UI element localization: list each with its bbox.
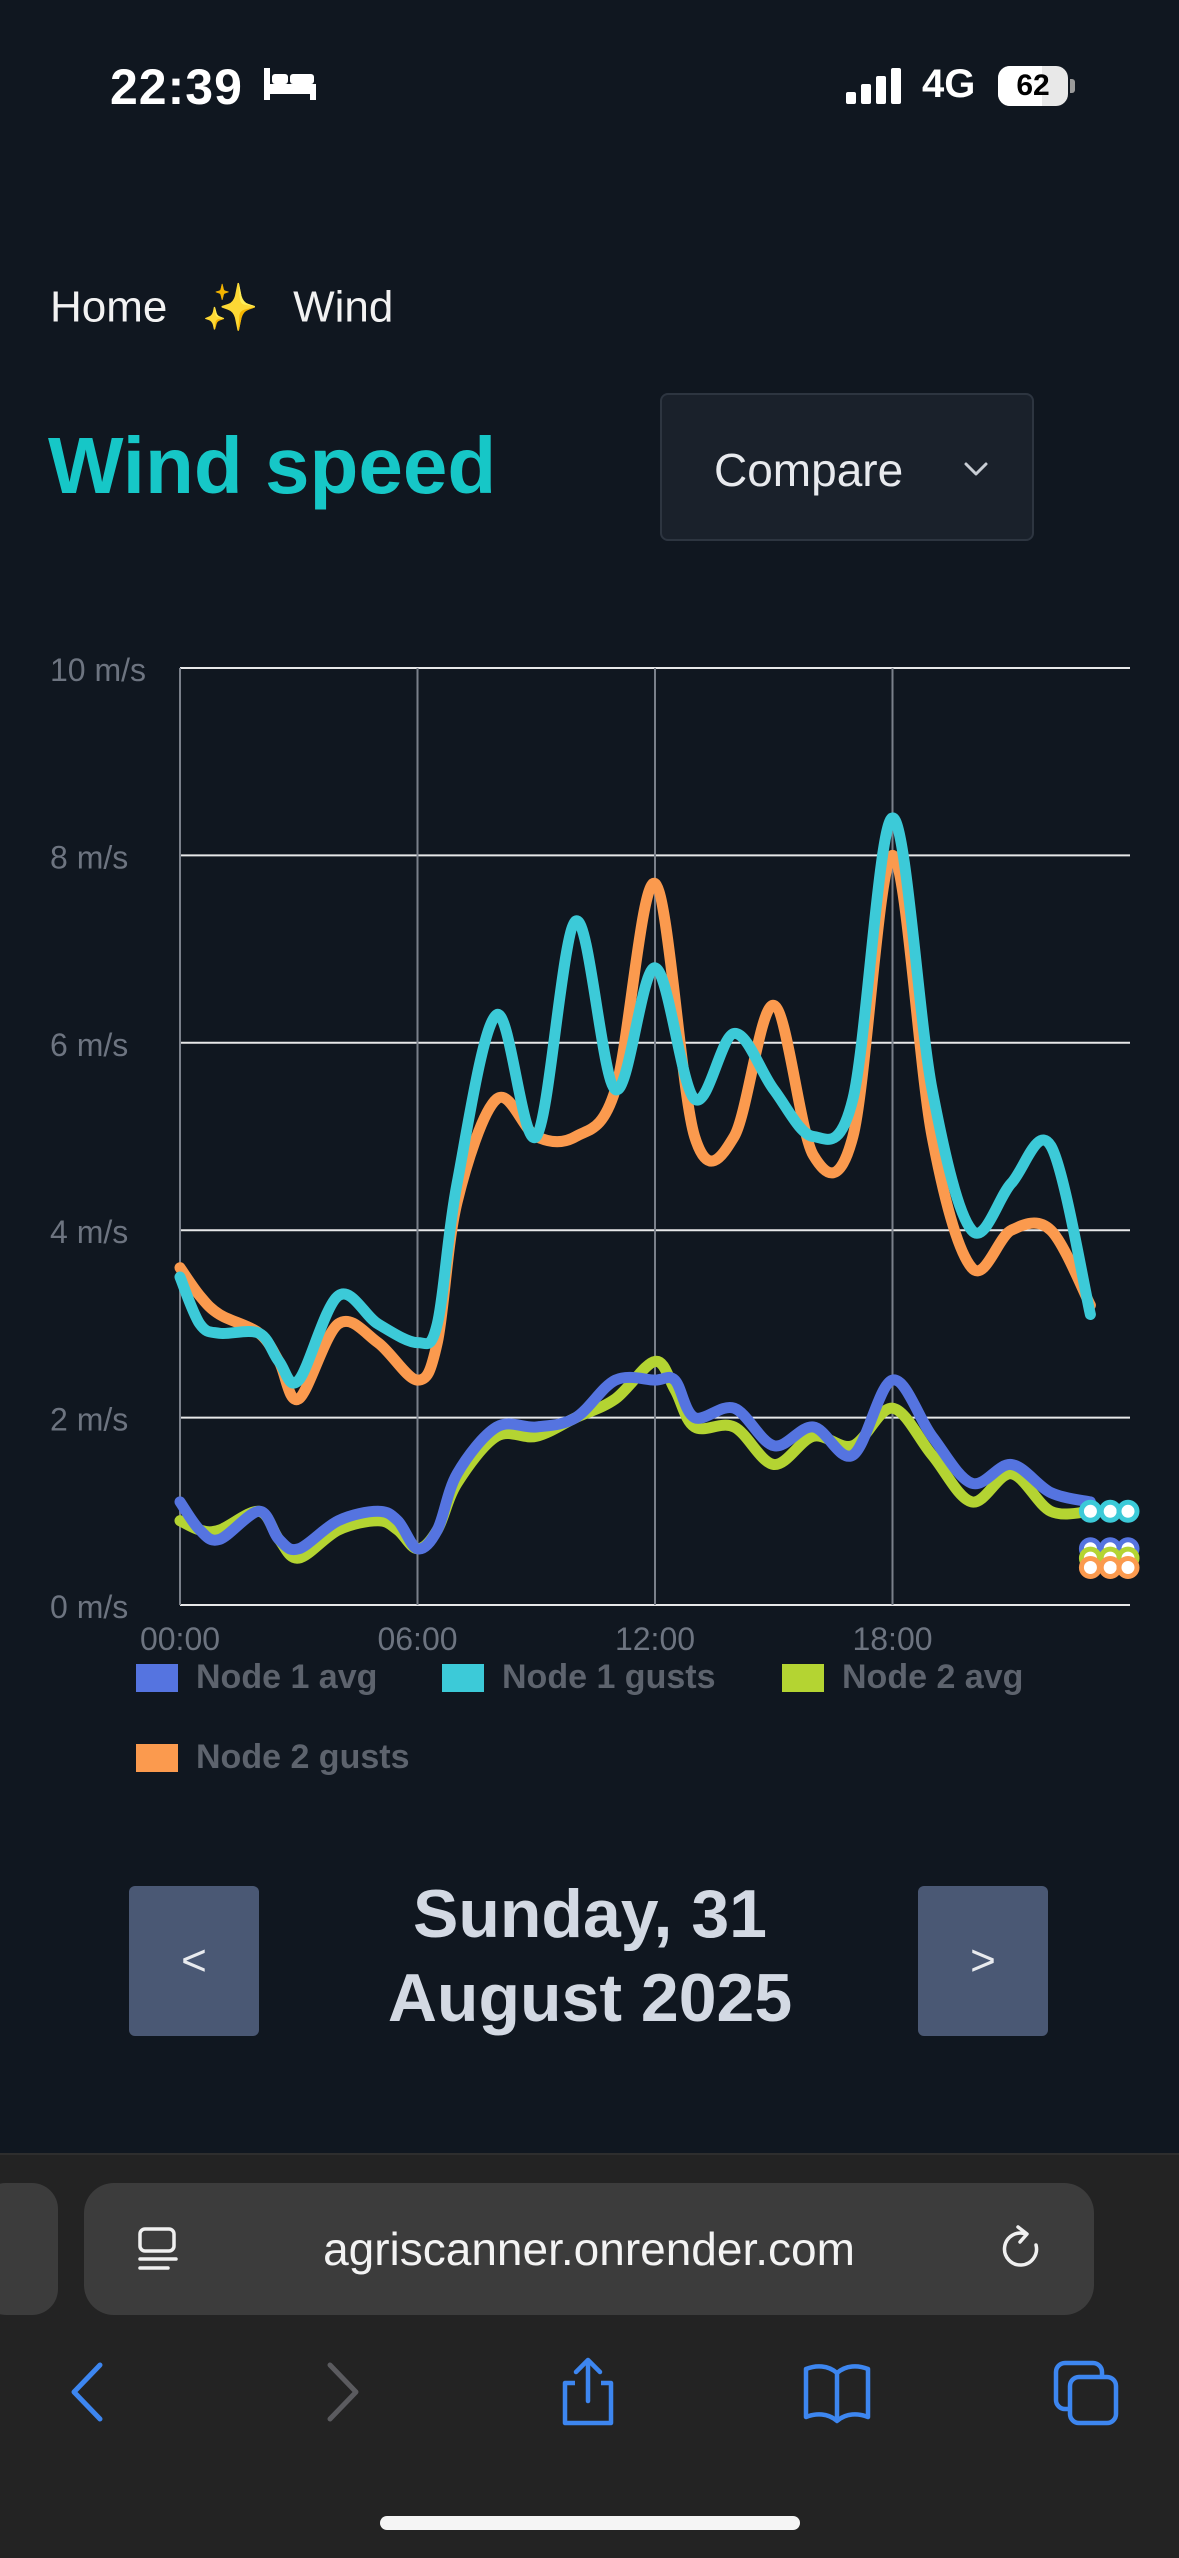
- bed-icon: [264, 68, 316, 100]
- y-tick-label: 6 m/s: [50, 1027, 128, 1063]
- battery-level: 62: [1016, 69, 1050, 102]
- network-type: 4G: [922, 62, 976, 106]
- legend-swatch: [136, 1744, 178, 1772]
- breadcrumb-home[interactable]: Home: [50, 282, 168, 332]
- chevron-down-icon: [964, 462, 988, 476]
- compare-label: Compare: [714, 444, 904, 496]
- series-line-node-1-gusts: [174, 812, 1096, 1389]
- prev-day-button[interactable]: <: [129, 1886, 259, 2036]
- y-tick-label: 10 m/s: [50, 652, 146, 688]
- y-tick-label: 8 m/s: [50, 839, 128, 875]
- x-tick-label: 18:00: [852, 1621, 932, 1657]
- sparkles-icon: ✨: [201, 281, 259, 333]
- y-tick-label: 0 m/s: [50, 1589, 128, 1625]
- page-title: Wind speed: [48, 421, 497, 510]
- back-icon[interactable]: [52, 2355, 122, 2429]
- address-bar[interactable]: agriscanner.onrender.com: [84, 2183, 1094, 2315]
- legend-swatch: [442, 1664, 484, 1692]
- home-indicator: [380, 2516, 800, 2530]
- end-marker-point: [1078, 1499, 1102, 1523]
- previous-tab[interactable]: [0, 2183, 58, 2315]
- status-time: 22:39: [110, 59, 243, 115]
- compare-dropdown[interactable]: Compare: [660, 393, 1034, 541]
- y-tick-label: 4 m/s: [50, 1214, 128, 1250]
- legend-swatch: [136, 1664, 178, 1692]
- bookmarks-icon[interactable]: [802, 2355, 872, 2429]
- signal-icon: [846, 68, 901, 104]
- share-icon[interactable]: [553, 2355, 623, 2429]
- tabs-icon[interactable]: [1052, 2355, 1122, 2429]
- date-line-2: August 2025: [387, 1960, 793, 2036]
- x-tick-label: 00:00: [140, 1621, 220, 1657]
- wind-speed-chart: 0 m/s 2 m/s 4 m/s 6 m/s 8 m/s 10 m/s 00:00 06:0…: [50, 652, 1140, 1776]
- x-tick-label: 12:00: [615, 1621, 695, 1657]
- reader-icon[interactable]: [132, 2223, 184, 2275]
- end-marker-point: [1116, 1499, 1140, 1523]
- reload-icon[interactable]: [996, 2223, 1048, 2275]
- browser-toolbar: agriscanner.onrender.com: [0, 2153, 1179, 2558]
- url-text: agriscanner.onrender.com: [323, 2223, 855, 2275]
- legend-label: Node 2 gusts: [196, 1738, 409, 1776]
- x-tick-label: 06:00: [377, 1621, 457, 1657]
- breadcrumb-current: Wind: [293, 282, 394, 332]
- next-day-button[interactable]: >: [918, 1886, 1048, 2036]
- end-marker-point: [1116, 1556, 1140, 1580]
- breadcrumb: Home ✨ Wind: [50, 280, 393, 335]
- legend-label: Node 1 avg: [196, 1658, 377, 1696]
- y-tick-label: 2 m/s: [50, 1402, 128, 1438]
- legend-swatch: [782, 1664, 824, 1692]
- forward-icon[interactable]: [308, 2355, 378, 2429]
- status-bar: 22:39 4G 62: [0, 0, 1179, 150]
- series-line-node-2-gusts: [174, 849, 1096, 1406]
- current-date: Sunday, 31 August 2025: [300, 1872, 880, 2040]
- legend-label: Node 2 avg: [842, 1658, 1023, 1696]
- legend-label: Node 1 gusts: [502, 1658, 715, 1696]
- date-line-1: Sunday, 31: [413, 1876, 767, 1952]
- end-marker-point: [1078, 1556, 1102, 1580]
- series-line-node-1-avg: [174, 1371, 1096, 1556]
- battery-icon: 62: [998, 66, 1075, 106]
